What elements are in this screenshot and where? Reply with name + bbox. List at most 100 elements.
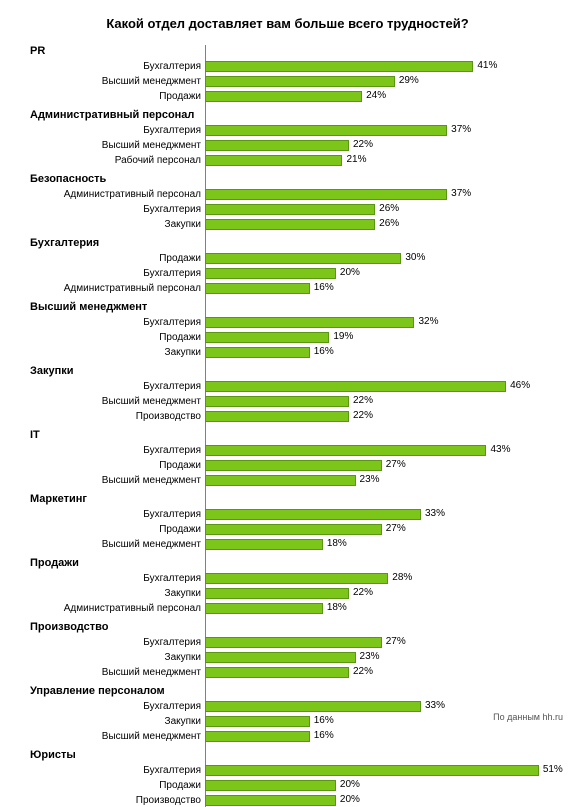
bar-label: Административный персонал — [10, 283, 205, 294]
chart-group: Высший менеджмент Бухгалтерия32%Продажи 19… — [10, 301, 565, 359]
bar-label: Закупки — [10, 716, 205, 727]
group-header: Административный персонал — [10, 109, 565, 121]
bar-fill — [205, 701, 421, 712]
bar-value: 19% — [329, 331, 353, 342]
bar-track: 32% — [205, 317, 565, 328]
bar-fill — [205, 91, 362, 102]
bar-fill — [205, 445, 486, 456]
bar-label: Бухгалтерия — [10, 765, 205, 776]
bar-row: Высший менеджмент 22% — [10, 138, 565, 152]
bar-fill — [205, 253, 401, 264]
bar-row: Высший менеджмент 16% — [10, 729, 565, 743]
bar-fill — [205, 219, 375, 230]
bar-fill — [205, 125, 447, 136]
bar-row: Высший менеджмент22% — [10, 394, 565, 408]
bar-row: Продажи 19% — [10, 330, 565, 344]
bar-label: Продажи — [10, 91, 205, 102]
bar-track: 22% — [205, 588, 565, 599]
bar-fill — [205, 317, 414, 328]
bar-label: Бухгалтерия — [10, 125, 205, 136]
chart-group: ПродажиБухгалтерия28%Закупки22%Администр… — [10, 557, 565, 615]
bar-value: 26% — [375, 218, 399, 229]
bar-fill — [205, 667, 349, 678]
bar-fill — [205, 140, 349, 151]
bar-value: 16% — [310, 730, 334, 741]
bar-track: 28% — [205, 573, 565, 584]
bar-value: 22% — [349, 587, 373, 598]
bar-value: 24% — [362, 90, 386, 101]
bar-row: Бухгалтерия46% — [10, 379, 565, 393]
bar-row: Бухгалтерия27% — [10, 635, 565, 649]
bar-value: 37% — [447, 124, 471, 135]
bar-label: Бухгалтерия — [10, 445, 205, 456]
bar-track: 26% — [205, 204, 565, 215]
chart-title: Какой отдел доставляет вам больше всего … — [10, 16, 565, 31]
bar-track: 24% — [205, 91, 565, 102]
chart-group: Административный персонал Бухгалтерия 37% В… — [10, 109, 565, 167]
bar-fill — [205, 268, 336, 279]
bar-fill — [205, 509, 421, 520]
bar-label: Высший менеджмент — [10, 667, 205, 678]
bar-row: Закупки23% — [10, 650, 565, 664]
bar-row: Высший менеджмент29% — [10, 74, 565, 88]
bar-label: Закупки — [10, 588, 205, 599]
bar-label: Производство — [10, 411, 205, 422]
bar-row: Рабочий персонал21% — [10, 153, 565, 167]
bar-track: 18% — [205, 603, 565, 614]
bar-label: Рабочий персонал — [10, 155, 205, 166]
bar-fill — [205, 603, 323, 614]
chart-footer: По данным hh.ru — [493, 712, 563, 722]
bar-fill — [205, 573, 388, 584]
chart-group: Управление персоналомБухгалтерия33%Закуп… — [10, 685, 565, 743]
bar-track: 16% — [205, 283, 565, 294]
bar-row: Высший менеджмент23% — [10, 473, 565, 487]
bar-label: Продажи — [10, 332, 205, 343]
bar-track: 22% — [205, 667, 565, 678]
bar-label: Высший менеджмент — [10, 140, 205, 151]
bar-value: 18% — [323, 602, 347, 613]
bar-track: 27% — [205, 524, 565, 535]
bar-row: Бухгалтерия43% — [10, 443, 565, 457]
bar-fill — [205, 765, 539, 776]
bar-label: Высший менеджмент — [10, 539, 205, 550]
bar-label: Бухгалтерия — [10, 381, 205, 392]
bar-row: Бухгалтерия20% — [10, 266, 565, 280]
bar-track: 30% — [205, 253, 565, 264]
bar-row: Административный персонал16% — [10, 281, 565, 295]
bar-fill — [205, 411, 349, 422]
bar-fill — [205, 588, 349, 599]
bar-row: Продажи20% — [10, 778, 565, 792]
group-header: Высший менеджмент — [10, 301, 565, 313]
bar-label: Бухгалтерия — [10, 61, 205, 72]
bar-label: Бухгалтерия — [10, 637, 205, 648]
bar-value: 27% — [382, 523, 406, 534]
bar-value: 22% — [349, 139, 373, 150]
bar-value: 20% — [336, 267, 360, 278]
bar-track: 19% — [205, 332, 565, 343]
bar-row: Закупки 22% — [10, 586, 565, 600]
bar-track: 16% — [205, 347, 565, 358]
bar-value: 22% — [349, 410, 373, 421]
bar-row: Закупки16% — [10, 345, 565, 359]
bar-track: 37% — [205, 189, 565, 200]
bar-row: Продажи27% — [10, 458, 565, 472]
bar-track: 18% — [205, 539, 565, 550]
chart-group: ПроизводствоБухгалтерия27%Закупки23%Высш… — [10, 621, 565, 679]
bar-label: Высший менеджмент — [10, 396, 205, 407]
bar-row: Закупки26% — [10, 217, 565, 231]
bar-track: 41% — [205, 61, 565, 72]
bar-fill — [205, 155, 342, 166]
bar-row: Бухгалтерия26% — [10, 202, 565, 216]
bar-fill — [205, 731, 310, 742]
bar-value: 29% — [395, 75, 419, 86]
group-header: PR — [10, 45, 565, 57]
bar-label: Высший менеджмент — [10, 731, 205, 742]
bar-value: 33% — [421, 508, 445, 519]
bar-fill — [205, 524, 382, 535]
bar-track: 29% — [205, 76, 565, 87]
bar-label: Бухгалтерия — [10, 317, 205, 328]
bar-track: 27% — [205, 637, 565, 648]
bar-label: Бухгалтерия — [10, 573, 205, 584]
group-header: Безопасность — [10, 173, 565, 185]
bar-value: 28% — [388, 572, 412, 583]
